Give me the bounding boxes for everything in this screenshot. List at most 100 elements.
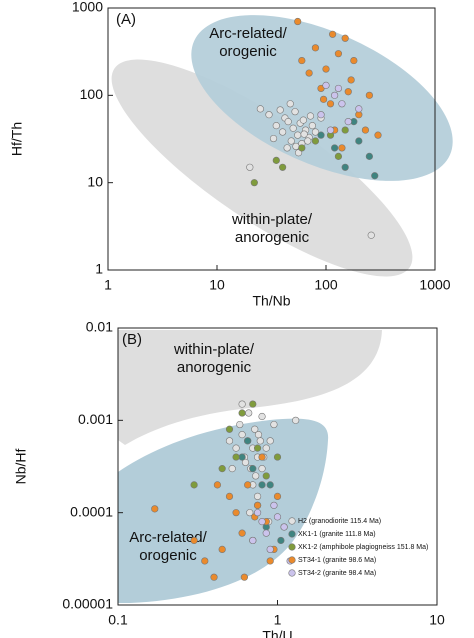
data-point [238, 400, 246, 408]
data-point [225, 437, 234, 445]
annotation: (A) [116, 11, 136, 28]
data-point [210, 573, 218, 581]
within-plate-field [111, 59, 413, 277]
data-point [266, 437, 274, 445]
data-point [361, 126, 370, 134]
data-point [286, 100, 294, 108]
data-point [262, 444, 270, 452]
data-point [322, 81, 330, 89]
data-point [279, 128, 287, 136]
data-point [258, 465, 266, 473]
data-point [273, 513, 282, 521]
data-point [266, 481, 274, 489]
data-point [298, 56, 306, 65]
data-point [341, 34, 349, 42]
data-point [273, 453, 282, 461]
data-point [317, 111, 325, 119]
legend-swatch [288, 569, 296, 577]
fields-a [111, 15, 453, 277]
data-point [298, 144, 306, 152]
data-point [228, 465, 236, 473]
data-point [289, 124, 297, 132]
data-point [299, 116, 307, 124]
annotation: Arc-related/ [129, 529, 207, 546]
data-point [280, 523, 288, 531]
x-tick-label: 1 [104, 277, 112, 293]
data-point [238, 431, 246, 439]
data-point [254, 431, 263, 439]
y-axis-label: Hf/Th [9, 122, 25, 156]
data-point [252, 472, 260, 480]
annotation: within-plate/ [173, 341, 255, 358]
data-point [341, 163, 349, 171]
data-point [213, 481, 222, 489]
arc-related-field [118, 418, 329, 603]
data-point [249, 465, 257, 473]
data-point [367, 231, 375, 239]
data-point [262, 472, 270, 480]
data-point [279, 163, 287, 171]
y-axis-label: Nb/Hf [13, 449, 29, 485]
data-point [272, 156, 280, 164]
data-point [258, 453, 266, 461]
data-point [331, 144, 339, 152]
data-point [341, 126, 349, 134]
data-point [269, 134, 278, 143]
data-point [371, 172, 379, 180]
data-point [245, 409, 253, 417]
data-point [270, 420, 278, 429]
data-point [331, 91, 339, 99]
within-plate-field [118, 330, 382, 445]
annotation: (B) [122, 331, 142, 348]
plot-frame [107, 7, 436, 271]
data-point [236, 420, 244, 429]
data-point [308, 122, 316, 130]
data-point [232, 509, 240, 517]
data-point [253, 501, 262, 509]
data-point [334, 50, 343, 58]
data-point [291, 108, 299, 116]
data-point [365, 152, 373, 160]
legend-swatch [288, 543, 296, 551]
data-point [266, 545, 274, 554]
data-point [253, 509, 262, 517]
data-point [249, 400, 257, 408]
data-point [201, 557, 209, 565]
data-point [225, 425, 234, 433]
data-point [238, 409, 246, 417]
data-point [306, 112, 315, 120]
y-tick-label: 0.0001 [70, 503, 113, 519]
data-point [334, 152, 343, 160]
y-tick-label: 10 [87, 173, 103, 189]
data-point [244, 481, 252, 489]
data-point [326, 100, 335, 108]
data-point [218, 465, 226, 473]
data-point [284, 118, 292, 126]
data-point [270, 501, 278, 509]
x-tick-label: 1 [274, 612, 282, 628]
data-point [249, 536, 257, 545]
data-point [256, 437, 264, 445]
x-axis-label: Th/Nb [252, 293, 290, 309]
data-point [292, 416, 300, 424]
data-point [190, 536, 198, 545]
data-point [317, 131, 325, 139]
data-point [151, 505, 159, 513]
data-point [305, 69, 313, 77]
annotation: Arc-related/ [209, 25, 287, 42]
data-point [265, 111, 273, 119]
x-tick-label: 10 [429, 612, 445, 628]
data-point [273, 492, 282, 501]
legend-label: XK1-1 (granite 111.8 Ma) [298, 531, 376, 538]
data-point [258, 412, 266, 421]
legend-label: ST34-1 (granite 98.6 Ma) [298, 557, 376, 564]
annotation: anorogenic [177, 359, 252, 376]
y-tick-label: 1 [95, 261, 103, 277]
data-point [262, 529, 270, 537]
data-point [355, 105, 363, 113]
legend-label: H2 (granodiorite 115.4 Ma) [298, 518, 381, 525]
annotation: orogenic [219, 43, 277, 60]
data-point [276, 106, 284, 114]
data-point [365, 91, 373, 99]
data-point [311, 128, 320, 136]
